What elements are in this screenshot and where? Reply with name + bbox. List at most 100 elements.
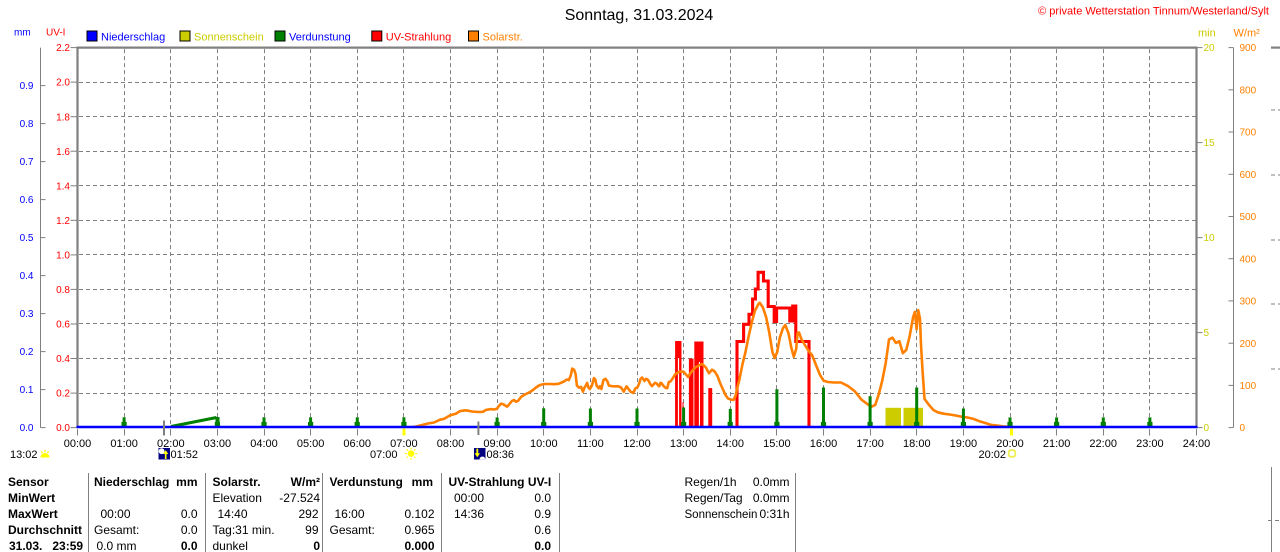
svg-text:18:00: 18:00 — [903, 438, 931, 450]
svg-text:21:00: 21:00 — [1043, 438, 1071, 450]
svg-text:02:00: 02:00 — [157, 438, 185, 450]
svg-text:14:40: 14:40 — [218, 507, 248, 521]
svg-text:700: 700 — [1240, 128, 1257, 139]
svg-text:Gesamt:: Gesamt: — [94, 523, 139, 537]
svg-text:19:00: 19:00 — [950, 438, 978, 450]
svg-text:Regen/Tag: Regen/Tag — [685, 491, 743, 505]
svg-text:0: 0 — [313, 539, 320, 552]
svg-text:1.6: 1.6 — [56, 147, 70, 158]
svg-text:UV-Strahlung UV-I: UV-Strahlung UV-I — [449, 475, 552, 489]
svg-text:11:00: 11:00 — [577, 438, 604, 450]
svg-text:0.9: 0.9 — [20, 81, 34, 92]
svg-text:W/m²: W/m² — [291, 475, 320, 489]
svg-text:mm: mm — [176, 475, 197, 489]
svg-text:13:00: 13:00 — [670, 438, 698, 450]
svg-text:0:31h: 0:31h — [759, 507, 789, 521]
svg-text:800: 800 — [1240, 85, 1257, 96]
svg-text:Solarstr.: Solarstr. — [483, 32, 523, 44]
svg-text:0.0mm: 0.0mm — [753, 475, 790, 489]
svg-text:292: 292 — [298, 507, 318, 521]
svg-text:© private Wetterstation Tinnum: © private Wetterstation Tinnum/Westerlan… — [1038, 6, 1269, 18]
svg-text:Sonnenschein: Sonnenschein — [685, 509, 758, 521]
svg-text:0.0: 0.0 — [534, 539, 551, 552]
svg-text:Tag:31 min.: Tag:31 min. — [213, 523, 275, 537]
svg-text:0.8: 0.8 — [56, 285, 70, 296]
svg-text:5: 5 — [1204, 328, 1210, 339]
svg-text:-27.524: -27.524 — [279, 491, 320, 505]
svg-text:1.4: 1.4 — [56, 181, 70, 192]
svg-text:100: 100 — [1240, 381, 1257, 392]
svg-text:900: 900 — [1240, 43, 1257, 54]
svg-text:Sonntag, 31.03.2024: Sonntag, 31.03.2024 — [565, 7, 714, 24]
svg-text:03:00: 03:00 — [204, 438, 232, 450]
svg-text:Elevation: Elevation — [213, 491, 262, 505]
svg-text:400: 400 — [1240, 254, 1257, 265]
svg-text:2.0: 2.0 — [56, 78, 70, 89]
svg-text:0.6: 0.6 — [56, 320, 70, 331]
svg-text:15:00: 15:00 — [763, 438, 791, 450]
svg-text:0.6: 0.6 — [20, 195, 34, 206]
svg-text:1.8: 1.8 — [56, 112, 70, 123]
svg-text:0: 0 — [1204, 423, 1210, 434]
svg-text:200: 200 — [1240, 339, 1257, 350]
svg-text:20: 20 — [1204, 43, 1216, 54]
svg-text:08:00: 08:00 — [437, 438, 465, 450]
svg-text:0.4: 0.4 — [56, 354, 70, 365]
svg-text:20:00: 20:00 — [996, 438, 1024, 450]
svg-text:MaxWert: MaxWert — [8, 507, 58, 521]
svg-text:10: 10 — [1204, 233, 1216, 244]
svg-text:01:52: 01:52 — [171, 449, 199, 461]
svg-text:0.0: 0.0 — [534, 491, 551, 505]
svg-text:99: 99 — [305, 523, 319, 537]
svg-text:0.000: 0.000 — [404, 539, 434, 552]
svg-text:14:36: 14:36 — [454, 507, 484, 521]
svg-text:Durchschnitt: Durchschnitt — [8, 523, 82, 537]
svg-text:1.0: 1.0 — [56, 251, 70, 262]
svg-text:0.9: 0.9 — [534, 507, 551, 521]
svg-text:07:00: 07:00 — [370, 449, 398, 461]
svg-text:Sonnenschein: Sonnenschein — [194, 32, 264, 44]
svg-text:UV-I: UV-I — [46, 28, 65, 39]
svg-text:0.0: 0.0 — [181, 523, 198, 537]
svg-text:Niederschlag: Niederschlag — [101, 32, 165, 44]
svg-text:300: 300 — [1240, 297, 1257, 308]
svg-text:0.8: 0.8 — [20, 119, 34, 130]
svg-text:0.7: 0.7 — [20, 157, 34, 168]
svg-text:31.03. 23:59: 31.03. 23:59 — [9, 539, 83, 552]
svg-text:0.965: 0.965 — [404, 523, 434, 537]
svg-text:dunkel: dunkel — [213, 539, 248, 552]
svg-text:24:00: 24:00 — [1183, 438, 1211, 450]
svg-text:07:00: 07:00 — [390, 438, 418, 450]
svg-text:600: 600 — [1240, 170, 1257, 181]
svg-text:16:00: 16:00 — [335, 507, 365, 521]
svg-text:0.0 mm: 0.0 mm — [97, 539, 137, 552]
svg-text:0.0: 0.0 — [20, 423, 34, 434]
svg-text:Verdunstung: Verdunstung — [330, 475, 403, 489]
svg-text:0.6: 0.6 — [534, 523, 551, 537]
svg-text:1.2: 1.2 — [56, 216, 70, 227]
svg-text:Niederschlag: Niederschlag — [94, 475, 169, 489]
svg-text:10:00: 10:00 — [530, 438, 558, 450]
svg-text:22:00: 22:00 — [1089, 438, 1117, 450]
svg-text:0: 0 — [1240, 423, 1246, 434]
svg-text:0.0: 0.0 — [56, 423, 70, 434]
svg-text:15: 15 — [1204, 138, 1216, 149]
svg-text:00:00: 00:00 — [64, 438, 92, 450]
svg-text:00:00: 00:00 — [454, 491, 484, 505]
svg-text:13:02: 13:02 — [10, 449, 38, 461]
svg-text:Gesamt:: Gesamt: — [330, 523, 375, 537]
svg-text:W/m²: W/m² — [1234, 28, 1261, 40]
svg-text:Verdunstung: Verdunstung — [289, 32, 351, 44]
svg-text:01:00: 01:00 — [110, 438, 138, 450]
svg-text:08:36: 08:36 — [487, 449, 515, 461]
svg-text:500: 500 — [1240, 212, 1257, 223]
svg-text:0.2: 0.2 — [20, 347, 34, 358]
svg-text:min: min — [1198, 28, 1216, 40]
svg-text:0.102: 0.102 — [404, 507, 434, 521]
svg-text:0.4: 0.4 — [20, 271, 34, 282]
svg-text:0.0mm: 0.0mm — [753, 491, 790, 505]
svg-text:20:02: 20:02 — [978, 449, 1006, 461]
svg-text:Solarstr.: Solarstr. — [213, 475, 261, 489]
svg-text:0.3: 0.3 — [20, 309, 34, 320]
svg-text:0.1: 0.1 — [20, 385, 34, 396]
